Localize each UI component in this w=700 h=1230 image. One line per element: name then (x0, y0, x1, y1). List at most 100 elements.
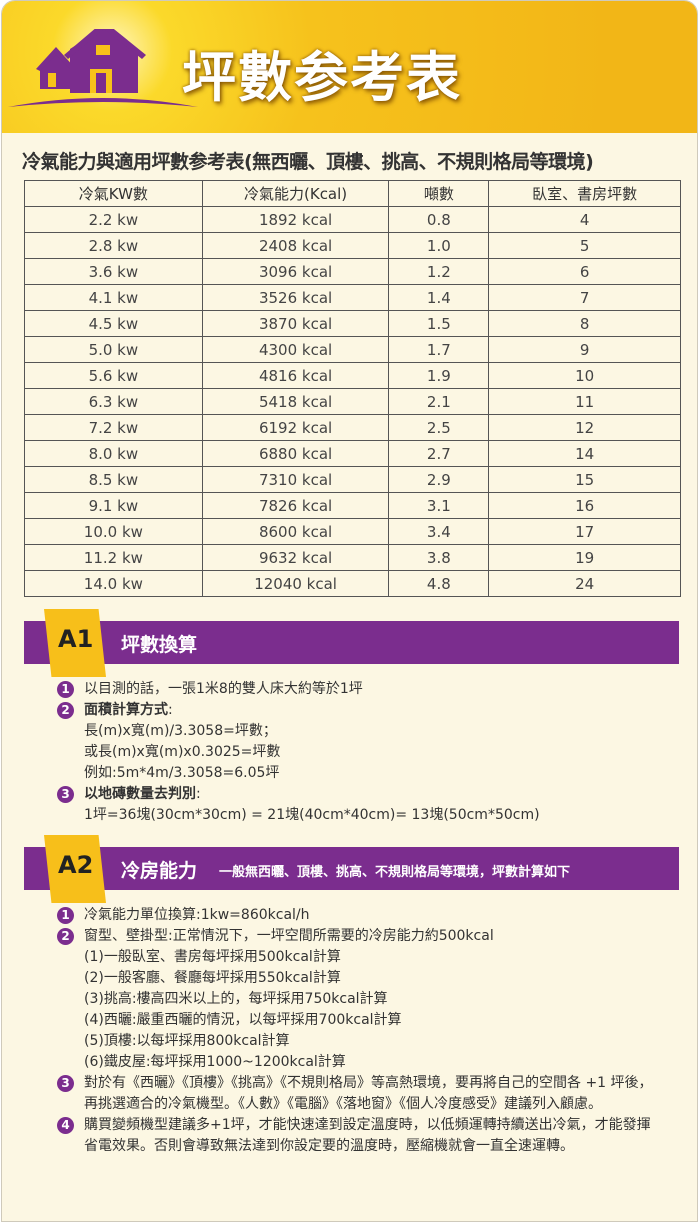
table-cell: 4.5 kw (24, 310, 203, 337)
column-header: 噸數 (388, 180, 490, 207)
column-header: 冷氣能力(Kcal) (201, 180, 390, 207)
table-cell: 19 (488, 544, 681, 571)
table-cell: 5 (488, 232, 681, 259)
item-text: 冷氣能力單位換算:1kw=860kcal/h (84, 907, 310, 923)
item-heading: 面積計算方式 (84, 702, 168, 718)
item-text: 以目測的話，一張1米8的雙人床大約等於1坪 (84, 681, 363, 697)
item-text: 窗型、壁掛型:正常情況下，一坪空間所需要的冷房能力約500kcal (84, 928, 494, 944)
number-badge-icon: 2 (57, 702, 74, 719)
number-badge-icon: 3 (57, 1075, 74, 1092)
list-item: 4 購買變頻機型建議多+1坪，才能快速達到設定溫度時，以低頻運轉持續送出冷氣，才能… (57, 1115, 657, 1157)
item-colon: : (196, 786, 201, 802)
list-item: 1 冷氣能力單位換算:1kw=860kcal/h (57, 905, 657, 926)
table-cell: 8.0 kw (24, 440, 203, 467)
table-cell: 3.4 (388, 518, 490, 545)
table-title: 冷氣能力與適用坪數参考表(無西曬、頂樓、挑高、不規則格局等環境) (22, 151, 594, 173)
table-cell: 4 (488, 206, 681, 233)
table-cell: 2.9 (388, 466, 490, 493)
table-row: 4.5 kw 3870 kcal 1.5 8 (24, 310, 681, 337)
table-cell: 7 (488, 284, 681, 311)
table-cell: 5418 kcal (201, 388, 390, 415)
table-row: 6.3 kw 5418 kcal 2.1 11 (24, 388, 681, 415)
item-line: 或長(m)x寬(m)x0.3025=坪數 (84, 744, 281, 760)
table-cell: 8600 kcal (201, 518, 390, 545)
number-badge-icon: 4 (57, 1117, 74, 1134)
table-cell: 1.2 (388, 258, 490, 285)
table-row: 8.5 kw 7310 kcal 2.9 15 (24, 466, 681, 493)
table-row: 2.8 kw 2408 kcal 1.0 5 (24, 232, 681, 259)
table-header-row: 冷氣KW數 冷氣能力(Kcal) 噸數 臥室、書房坪數 (24, 180, 681, 207)
table-cell: 2.1 (388, 388, 490, 415)
table-cell: 10.0 kw (24, 518, 203, 545)
table-row: 11.2 kw 9632 kcal 3.8 19 (24, 544, 681, 571)
item-line: 1坪=36塊(30cm*30cm) = 21塊(40cm*40cm)= 13塊(… (84, 807, 540, 823)
section-title: 冷房能力 (121, 860, 198, 882)
table-cell: 8.5 kw (24, 466, 203, 493)
table-cell: 9632 kcal (201, 544, 390, 571)
item-line: (4)西曬:嚴重西曬的情況，以每坪採用700kcal計算 (84, 1012, 402, 1028)
table-row: 7.2 kw 6192 kcal 2.5 12 (24, 414, 681, 441)
house-icon (8, 29, 198, 107)
table-cell: 12 (488, 414, 681, 441)
table-cell: 14 (488, 440, 681, 467)
item-line: 長(m)x寬(m)/3.3058=坪數； (84, 723, 277, 739)
number-badge-icon: 1 (57, 907, 74, 924)
badge-label: A2 (58, 851, 94, 879)
table-cell: 2.5 (388, 414, 490, 441)
table-cell: 3096 kcal (201, 258, 390, 285)
number-badge-icon: 3 (57, 786, 74, 803)
section-badge: A1 (44, 609, 106, 677)
section-subtitle: 一般無西曬、頂樓、挑高、不規則格局等環境，坪數計算如下 (219, 865, 571, 880)
item-heading: 以地磚數量去判別 (84, 786, 196, 802)
item-line: (3)挑高:樓高四米以上的，每坪採用750kcal計算 (84, 991, 388, 1007)
table-cell: 6.3 kw (24, 388, 203, 415)
table-cell: 6880 kcal (201, 440, 390, 467)
item-line: (2)一般客廳、餐廳每坪採用550kcal計算 (84, 970, 341, 986)
number-badge-icon: 1 (57, 681, 74, 698)
table-cell: 15 (488, 466, 681, 493)
item-text: 對於有《西曬》《頂樓》《挑高》《不規則格局》等高熱環境，要再將自己的空間各 +1… (84, 1075, 653, 1112)
item-colon: : (168, 702, 173, 718)
table-cell: 3870 kcal (201, 310, 390, 337)
table-cell: 7310 kcal (201, 466, 390, 493)
table-cell: 4.1 kw (24, 284, 203, 311)
table-cell: 12040 kcal (201, 570, 390, 597)
table-cell: 24 (488, 570, 681, 597)
column-header: 臥室、書房坪數 (488, 180, 681, 207)
table-cell: 1.9 (388, 362, 490, 389)
table-row: 5.0 kw 4300 kcal 1.7 9 (24, 336, 681, 363)
table-cell: 7826 kcal (201, 492, 390, 519)
table-cell: 17 (488, 518, 681, 545)
table-cell: 6 (488, 258, 681, 285)
list-item: 1 以目測的話，一張1米8的雙人床大約等於1坪 (57, 679, 540, 700)
table-cell: 1.7 (388, 336, 490, 363)
a2-list: 1 冷氣能力單位換算:1kw=860kcal/h 2 窗型、壁掛型:正常情況下，一坪空… (57, 905, 657, 1157)
table-cell: 2.8 kw (24, 232, 203, 259)
item-line: (5)頂樓:以每坪採用800kcal計算 (84, 1033, 290, 1049)
item-line: (6)鐵皮屋:每坪採用1000~1200kcal計算 (84, 1054, 346, 1070)
table-cell: 14.0 kw (24, 570, 203, 597)
table-cell: 9.1 kw (24, 492, 203, 519)
column-header: 冷氣KW數 (24, 180, 203, 207)
table-cell: 1892 kcal (201, 206, 390, 233)
table-cell: 9 (488, 336, 681, 363)
list-item: 3 以地磚數量去判別: 1坪=36塊(30cm*30cm) = 21塊(40cm*4… (57, 784, 540, 826)
table-cell: 7.2 kw (24, 414, 203, 441)
table-row: 5.6 kw 4816 kcal 1.9 10 (24, 362, 681, 389)
table-row: 14.0 kw 12040 kcal 4.8 24 (24, 570, 681, 597)
table-cell: 6192 kcal (201, 414, 390, 441)
list-item: 3 對於有《西曬》《頂樓》《挑高》《不規則格局》等高熱環境，要再將自己的空間各 +… (57, 1073, 657, 1115)
section-title: 坪數換算 (121, 634, 198, 656)
table-row: 8.0 kw 6880 kcal 2.7 14 (24, 440, 681, 467)
item-text: 以地磚數量去判別: (84, 784, 540, 805)
item-line: (1)一般臥室、書房每坪採用500kcal計算 (84, 949, 341, 965)
section-a1-header: A1 坪數換算 (24, 609, 679, 677)
table-cell: 11 (488, 388, 681, 415)
table-cell: 1.5 (388, 310, 490, 337)
table-cell: 2.2 kw (24, 206, 203, 233)
list-item: 2 窗型、壁掛型:正常情況下，一坪空間所需要的冷房能力約500kcal (1)一般臥… (57, 926, 657, 1073)
table-row: 9.1 kw 7826 kcal 3.1 16 (24, 492, 681, 519)
item-text: 面積計算方式: (84, 700, 540, 721)
table-row: 10.0 kw 8600 kcal 3.4 17 (24, 518, 681, 545)
